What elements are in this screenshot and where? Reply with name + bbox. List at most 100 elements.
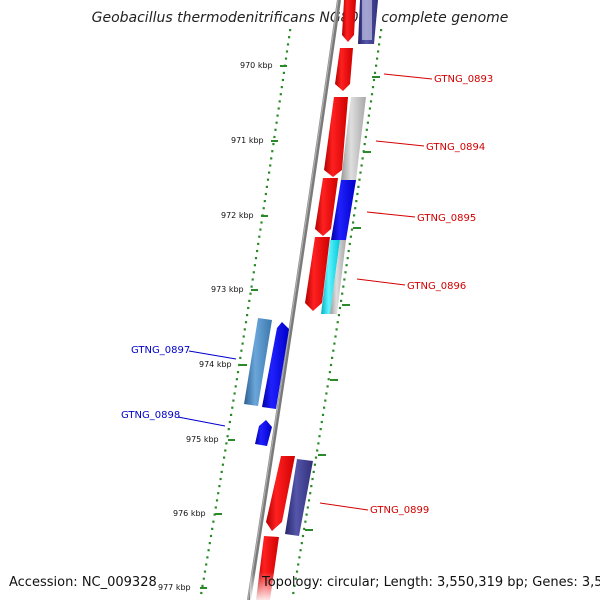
- gene-gtng-0893[interactable]: [335, 48, 353, 91]
- kbp-label-973: 973 kbp: [211, 285, 244, 294]
- tick-dot-inner: [356, 192, 359, 196]
- tick-dot-outer: [209, 534, 213, 538]
- accession-text: Accession: NC_009328: [9, 575, 157, 590]
- tick-dot-inner: [377, 50, 380, 53]
- tick-dot-outer: [235, 378, 238, 381]
- tick-dot-inner: [323, 406, 326, 409]
- gene-label-gtng-0895[interactable]: GTNG_0895: [417, 213, 476, 224]
- tick-dot-inner: [337, 314, 340, 317]
- tick-dot-outer: [254, 257, 258, 260]
- gene-label-gtng-0897[interactable]: GTNG_0897: [131, 345, 190, 356]
- gene-gtng-0894[interactable]: [341, 97, 366, 180]
- gene-gtng-0894-red[interactable]: [324, 97, 348, 177]
- gene-top-red[interactable]: [342, 0, 356, 42]
- tick-dot-outer: [258, 235, 261, 238]
- gene-gtng-0896[interactable]: [321, 240, 340, 314]
- tick-dot-inner: [334, 335, 337, 338]
- tick-dot-outer: [251, 278, 254, 281]
- tick-dot-inner: [368, 107, 371, 110]
- gene-gtng-0898[interactable]: [255, 420, 272, 446]
- tick-dot-outer: [282, 71, 285, 74]
- tick-dot-inner: [350, 228, 354, 231]
- tick-dot-outer: [226, 435, 229, 438]
- tick-dot-outer: [262, 207, 265, 210]
- tick-dot-outer: [247, 306, 250, 310]
- map-title: Geobacillus thermodenitrificans NG80-2, …: [91, 10, 509, 26]
- tick-dot-outer: [263, 200, 266, 203]
- tick-dot-inner: [320, 420, 323, 424]
- tick-dot-outer: [273, 135, 276, 139]
- tick-dot-outer: [277, 107, 280, 110]
- tick-dot-inner: [378, 43, 381, 46]
- tick-dot-outer: [218, 485, 221, 488]
- tick-dot-outer: [230, 413, 233, 416]
- tick-dot-inner: [352, 221, 355, 224]
- tick-dot-inner: [345, 264, 348, 267]
- tick-dot-inner: [379, 36, 382, 39]
- gene-gtng-0895-red[interactable]: [315, 178, 338, 236]
- tick-dot-inner: [347, 249, 350, 253]
- kbp-label-976: 976 kbp: [173, 509, 206, 518]
- tick-dot-outer: [253, 264, 256, 267]
- tick-dot-inner: [336, 321, 339, 324]
- tick-dot-inner: [297, 563, 300, 566]
- gene-gtng-0896-red[interactable]: [305, 237, 330, 311]
- tick-dot-inner: [327, 378, 330, 381]
- tick-dot-outer: [259, 228, 262, 231]
- forward-genes: [250, 0, 378, 600]
- tick-dot-inner: [312, 470, 315, 473]
- tick-dot-outer: [249, 292, 252, 295]
- tick-dot-outer: [276, 114, 279, 117]
- tick-dot-outer: [238, 363, 241, 367]
- tick-dot-outer: [217, 492, 220, 495]
- tick-dot-inner: [359, 171, 362, 174]
- tick-dot-outer: [275, 121, 278, 124]
- tick-dot-outer: [271, 150, 274, 153]
- tick-dot-inner: [333, 342, 336, 345]
- gene-label-gtng-0899[interactable]: GTNG_0899: [370, 505, 429, 516]
- tick-dot-outer: [265, 185, 268, 188]
- tick-dot-outer: [256, 249, 259, 253]
- tick-dot-outer: [269, 164, 272, 167]
- gene-gtng-0897-blue[interactable]: [262, 322, 289, 409]
- tick-dot-outer: [241, 342, 244, 345]
- tick-dot-outer: [205, 563, 208, 566]
- gene-label-gtng-0893[interactable]: GTNG_0893: [434, 74, 493, 85]
- tick-dot-inner: [340, 299, 343, 302]
- tick-dot-outer: [200, 591, 203, 595]
- tick-dot-outer: [236, 371, 240, 374]
- gene-label-gtng-0894[interactable]: GTNG_0894: [426, 142, 485, 153]
- tick-dot-inner: [292, 591, 295, 595]
- tick-dot-inner: [360, 164, 363, 167]
- tick-dot-inner: [338, 306, 342, 310]
- tick-dot-inner: [325, 392, 328, 395]
- tick-dot-inner: [358, 178, 361, 181]
- gene-gtng-0897[interactable]: [244, 318, 272, 406]
- tick-dot-inner: [344, 271, 347, 274]
- tick-dot-outer: [250, 285, 253, 288]
- gene-gtng-0899-red[interactable]: [266, 456, 295, 531]
- tick-dot-inner: [357, 185, 360, 188]
- tick-dot-outer: [213, 513, 216, 516]
- tick-dot-outer: [201, 584, 204, 587]
- tick-dot-inner: [309, 492, 312, 495]
- genome-backbone: [247, 0, 341, 600]
- gene-gtng-0895[interactable]: [331, 180, 356, 240]
- gene-label-gtng-0898[interactable]: GTNG_0898: [121, 410, 180, 421]
- tick-dot-inner: [301, 534, 305, 538]
- tick-dot-outer: [227, 428, 230, 431]
- tick-dot-inner: [346, 257, 349, 260]
- gene-label-gtng-0896[interactable]: GTNG_0896: [407, 281, 466, 292]
- tick-dot-inner: [365, 128, 368, 131]
- tick-dot-outer: [243, 328, 246, 331]
- gene-gtng-0899[interactable]: [285, 459, 313, 536]
- tick-dot-inner: [295, 570, 299, 573]
- tick-dot-inner: [299, 549, 302, 552]
- tick-dot-outer: [246, 314, 249, 317]
- tick-dot-outer: [203, 570, 207, 573]
- tick-dot-inner: [328, 371, 331, 374]
- tick-dot-outer: [207, 549, 210, 552]
- tick-dot-inner: [316, 449, 319, 452]
- tick-dot-inner: [366, 121, 369, 124]
- tick-dot-outer: [284, 57, 288, 60]
